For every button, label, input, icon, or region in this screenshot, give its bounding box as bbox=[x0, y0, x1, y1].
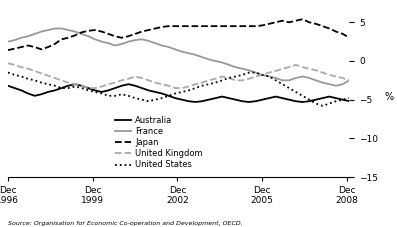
Japan bbox=[213, 25, 218, 27]
United Kingdom bbox=[6, 62, 10, 65]
Line: Japan: Japan bbox=[8, 19, 349, 50]
United States bbox=[327, 102, 331, 105]
France bbox=[52, 27, 57, 30]
Australia bbox=[133, 84, 137, 87]
Line: United Kingdom: United Kingdom bbox=[8, 63, 349, 88]
Australia bbox=[200, 100, 204, 103]
Line: Australia: Australia bbox=[8, 84, 349, 102]
Australia bbox=[6, 84, 10, 87]
Japan bbox=[32, 46, 37, 48]
Legend: Australia, France, Japan, United Kingdom, United States: Australia, France, Japan, United Kingdom… bbox=[114, 116, 203, 170]
Japan bbox=[6, 49, 10, 52]
United States bbox=[166, 94, 171, 97]
France bbox=[233, 66, 238, 69]
Australia bbox=[73, 83, 77, 86]
Australia bbox=[347, 100, 352, 103]
United Kingdom bbox=[32, 70, 37, 72]
Line: United States: United States bbox=[8, 73, 349, 106]
France bbox=[133, 39, 137, 42]
Text: Source: Organisation for Economic Co-operation and Development, OECD.: Source: Organisation for Economic Co-ope… bbox=[8, 221, 243, 226]
Australia bbox=[32, 94, 37, 97]
Australia bbox=[173, 97, 178, 99]
France bbox=[6, 40, 10, 43]
United States bbox=[32, 79, 37, 82]
United Kingdom bbox=[173, 87, 178, 89]
France bbox=[347, 79, 352, 82]
United States bbox=[347, 97, 352, 99]
United States bbox=[213, 81, 218, 84]
Japan bbox=[166, 25, 171, 27]
Japan bbox=[327, 27, 331, 30]
Y-axis label: %: % bbox=[385, 92, 394, 102]
United Kingdom bbox=[86, 87, 91, 89]
France bbox=[333, 84, 338, 87]
United States bbox=[226, 77, 231, 79]
Japan bbox=[300, 18, 305, 21]
United Kingdom bbox=[133, 75, 137, 78]
United Kingdom bbox=[347, 79, 352, 82]
Japan bbox=[226, 25, 231, 27]
Japan bbox=[126, 35, 131, 38]
United States bbox=[320, 104, 325, 107]
France bbox=[220, 61, 225, 64]
United States bbox=[6, 71, 10, 74]
France bbox=[173, 48, 178, 51]
Australia bbox=[193, 101, 198, 103]
Line: France: France bbox=[8, 28, 349, 86]
United Kingdom bbox=[233, 79, 238, 82]
Australia bbox=[226, 97, 231, 99]
United Kingdom bbox=[220, 75, 225, 78]
France bbox=[193, 53, 198, 56]
Australia bbox=[240, 100, 245, 103]
United States bbox=[126, 94, 131, 97]
Japan bbox=[347, 36, 352, 39]
France bbox=[32, 32, 37, 35]
United Kingdom bbox=[327, 74, 331, 76]
